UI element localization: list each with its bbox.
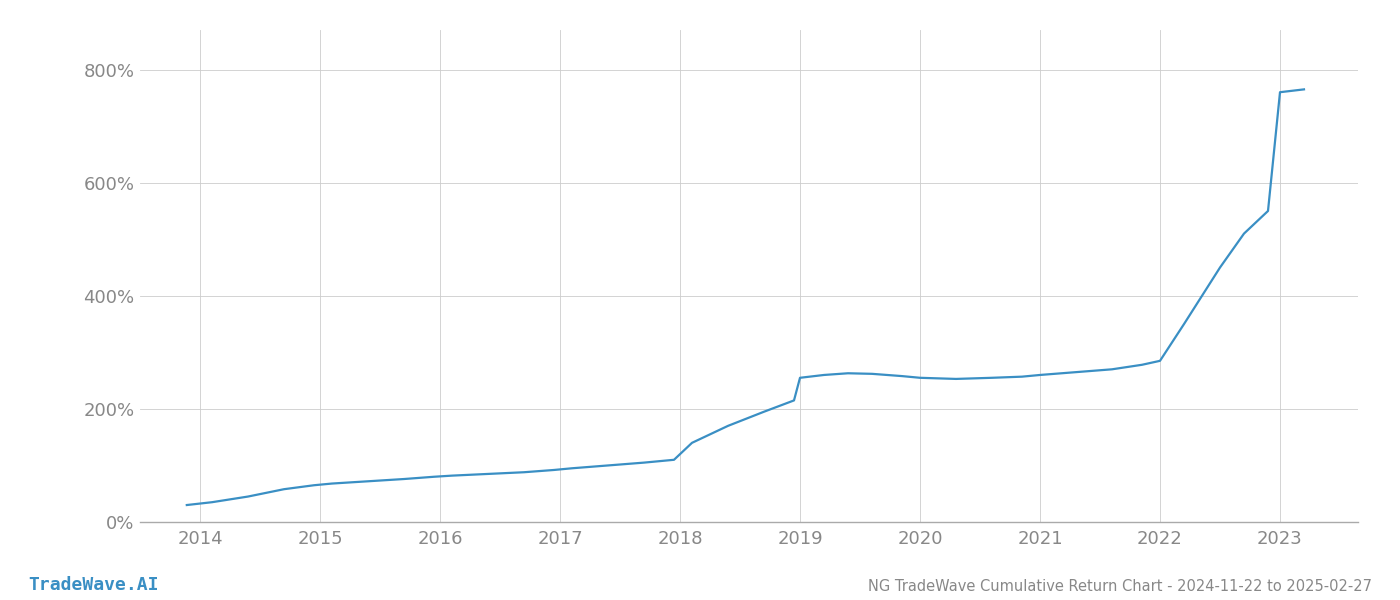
Text: NG TradeWave Cumulative Return Chart - 2024-11-22 to 2025-02-27: NG TradeWave Cumulative Return Chart - 2… xyxy=(868,579,1372,594)
Text: TradeWave.AI: TradeWave.AI xyxy=(28,576,158,594)
